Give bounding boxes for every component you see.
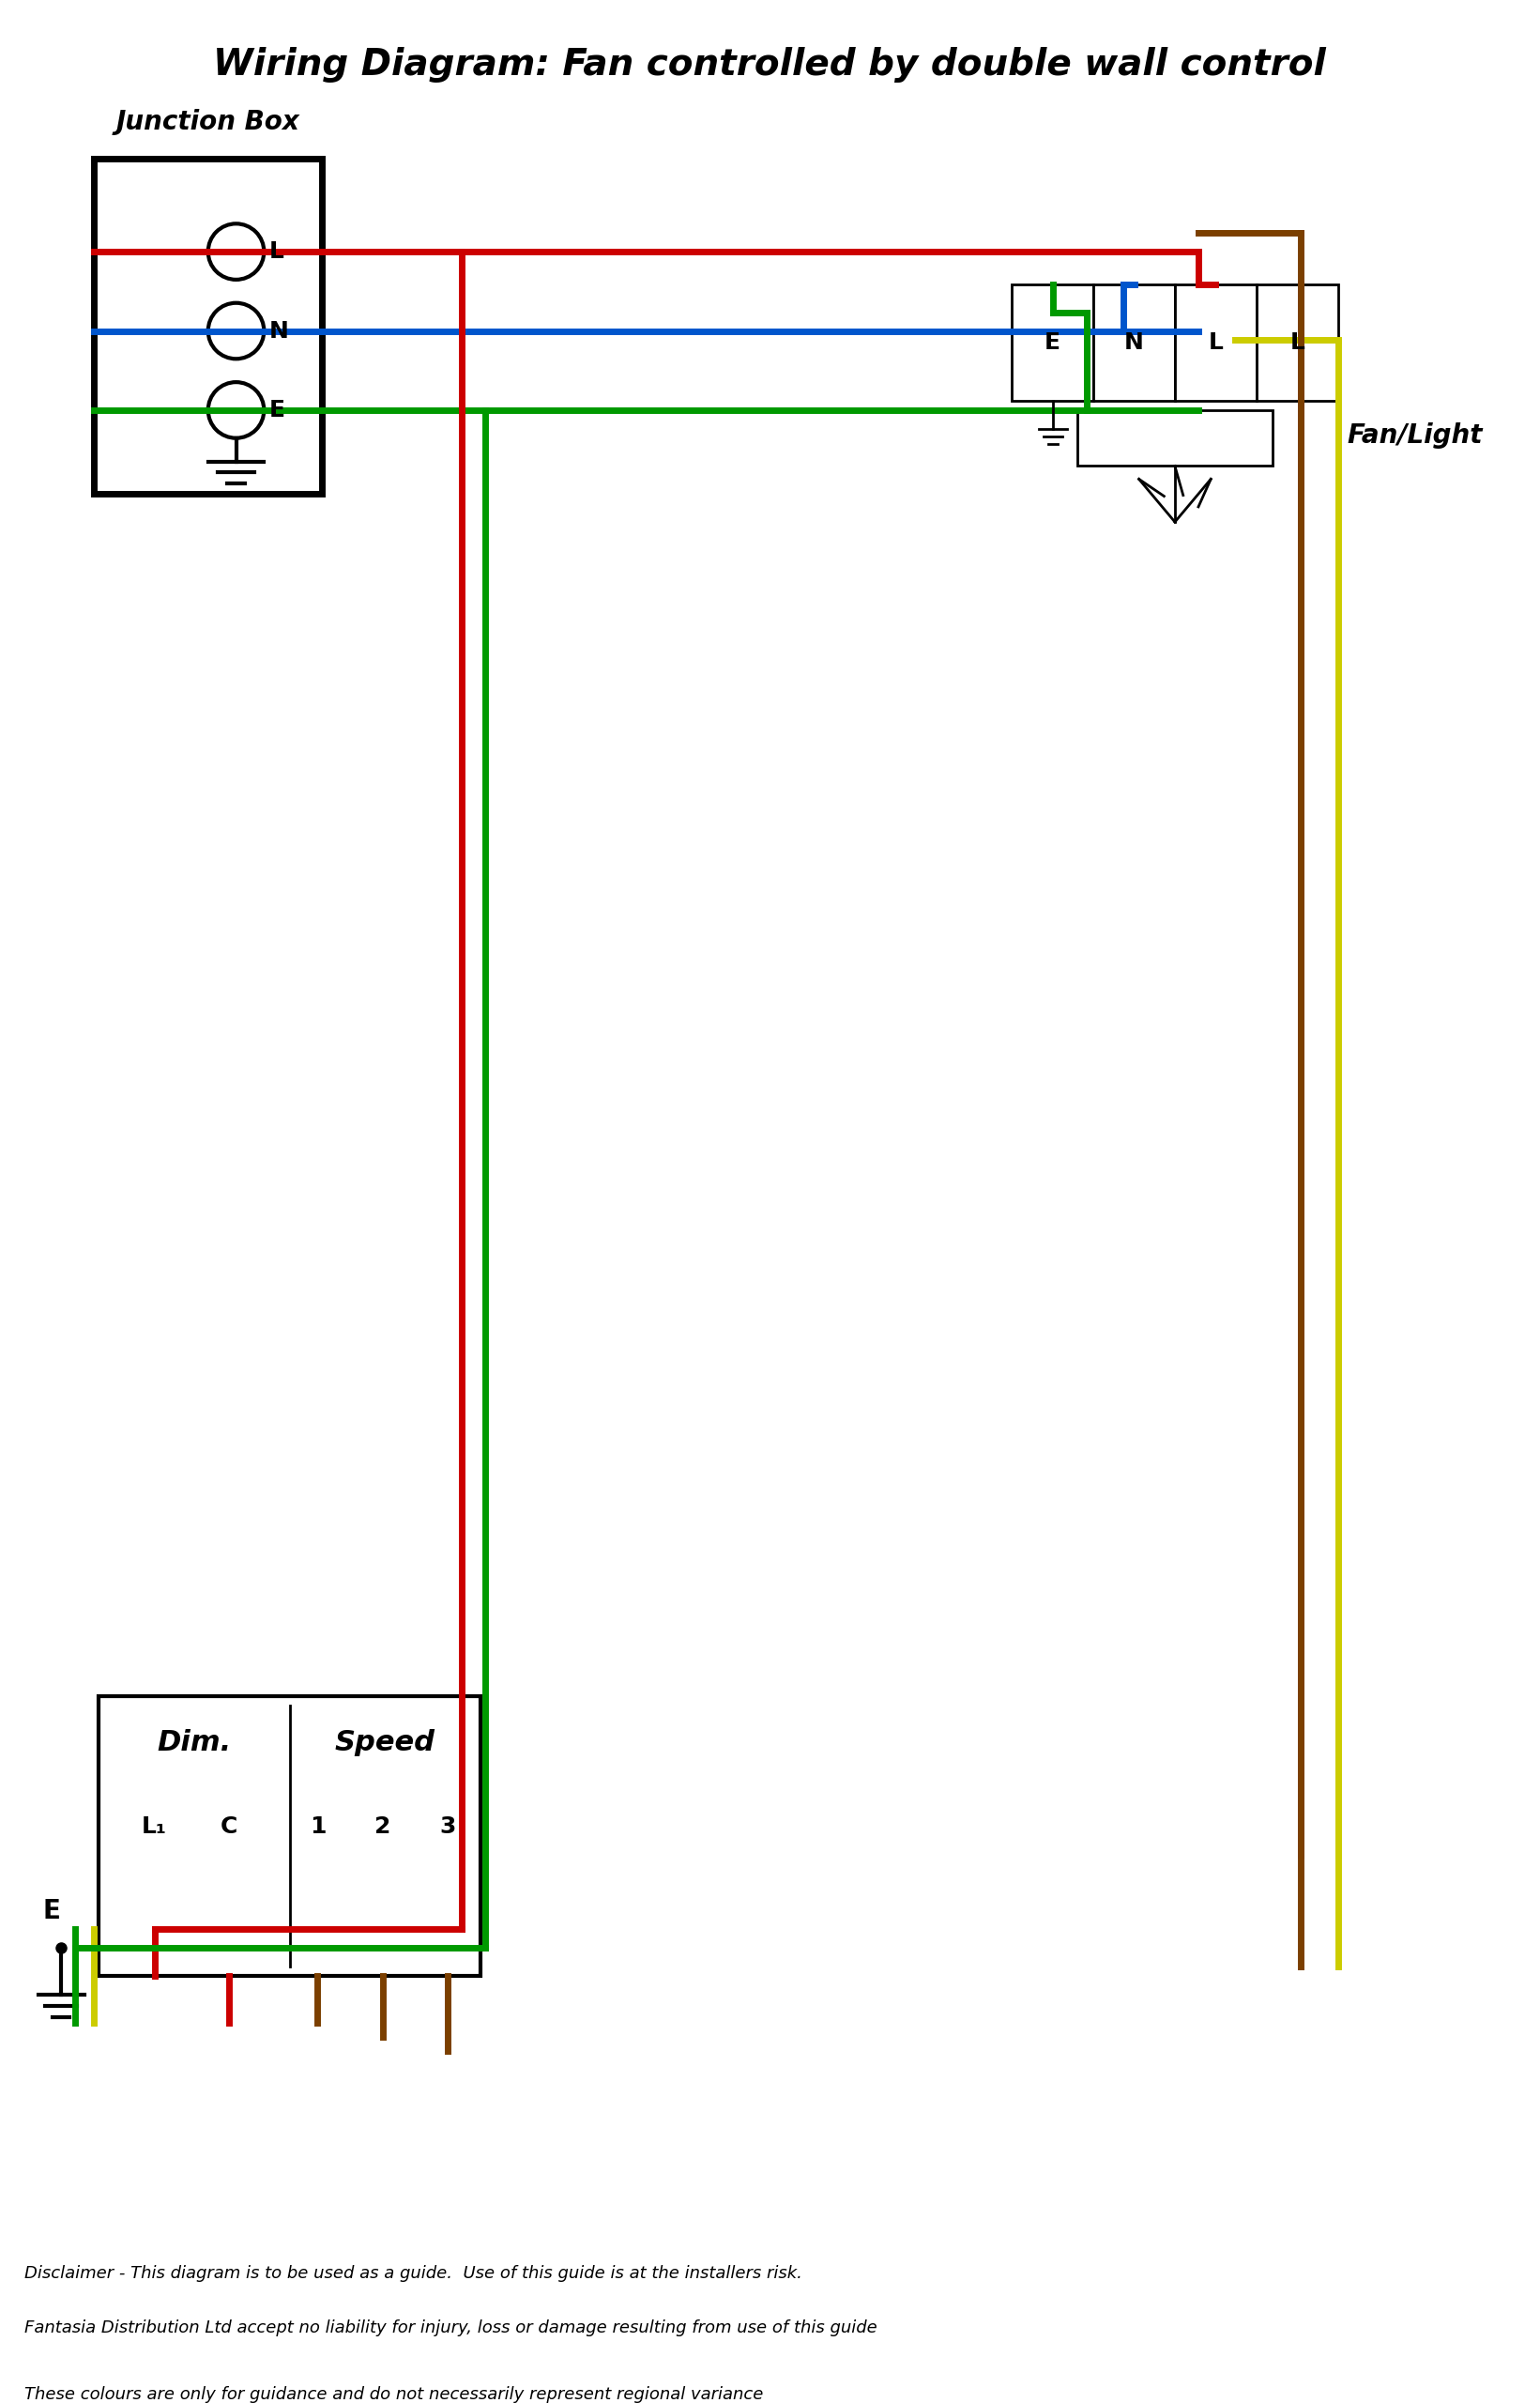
Text: Fan/Light: Fan/Light — [1348, 423, 1483, 449]
Text: Dim.: Dim. — [157, 1730, 231, 1757]
Text: Wiring Diagram: Fan controlled by double wall control: Wiring Diagram: Fan controlled by double… — [213, 46, 1326, 82]
Bar — [1093, 284, 1175, 401]
Text: L: L — [1289, 332, 1304, 353]
Text: Disclaimer - This diagram is to be used as a guide.  Use of this guide is at the: Disclaimer - This diagram is to be used … — [25, 2266, 802, 2283]
Text: L₁: L₁ — [142, 1817, 168, 1838]
Bar — [1175, 284, 1257, 401]
Text: N: N — [1124, 332, 1144, 353]
Bar — [1257, 284, 1338, 401]
Text: E: E — [1044, 332, 1061, 353]
Text: L: L — [1209, 332, 1223, 353]
Text: C: C — [220, 1817, 237, 1838]
Text: 3: 3 — [440, 1817, 456, 1838]
Text: These colours are only for guidance and do not necessarily represent regional va: These colours are only for guidance and … — [25, 2386, 762, 2403]
Text: L: L — [268, 240, 283, 262]
Text: Junction Box: Junction Box — [115, 108, 300, 135]
Text: Speed: Speed — [334, 1730, 436, 1757]
Text: 2: 2 — [374, 1817, 391, 1838]
Bar — [1076, 411, 1272, 466]
Text: E: E — [268, 399, 285, 421]
Text: Fantasia Distribution Ltd accept no liability for injury, loss or damage resulti: Fantasia Distribution Ltd accept no liab… — [25, 2319, 876, 2336]
Text: E: E — [43, 1898, 62, 1925]
Bar — [94, 159, 322, 495]
Bar — [1012, 284, 1093, 401]
Text: N: N — [268, 320, 288, 341]
Bar — [99, 1697, 480, 1975]
Text: 1: 1 — [310, 1817, 326, 1838]
